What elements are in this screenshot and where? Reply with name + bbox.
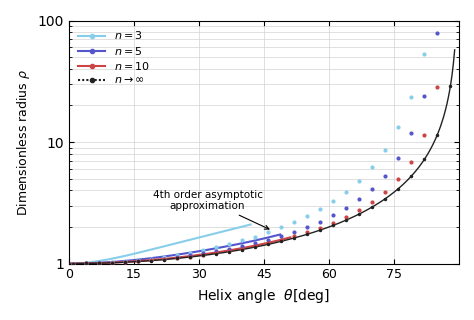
X-axis label: Helix angle  $\theta$[deg]: Helix angle $\theta$[deg] — [197, 287, 330, 305]
Legend: $n=3$, $n=5$, $n=10$, $n\rightarrow\infty$: $n=3$, $n=5$, $n=10$, $n\rightarrow\inft… — [74, 26, 154, 89]
Text: numerical
solution: numerical solution — [0, 319, 1, 320]
Text: 4th order asymptotic
approximation: 4th order asymptotic approximation — [153, 190, 269, 229]
Y-axis label: Dimensionless radius $\rho$: Dimensionless radius $\rho$ — [15, 68, 32, 216]
